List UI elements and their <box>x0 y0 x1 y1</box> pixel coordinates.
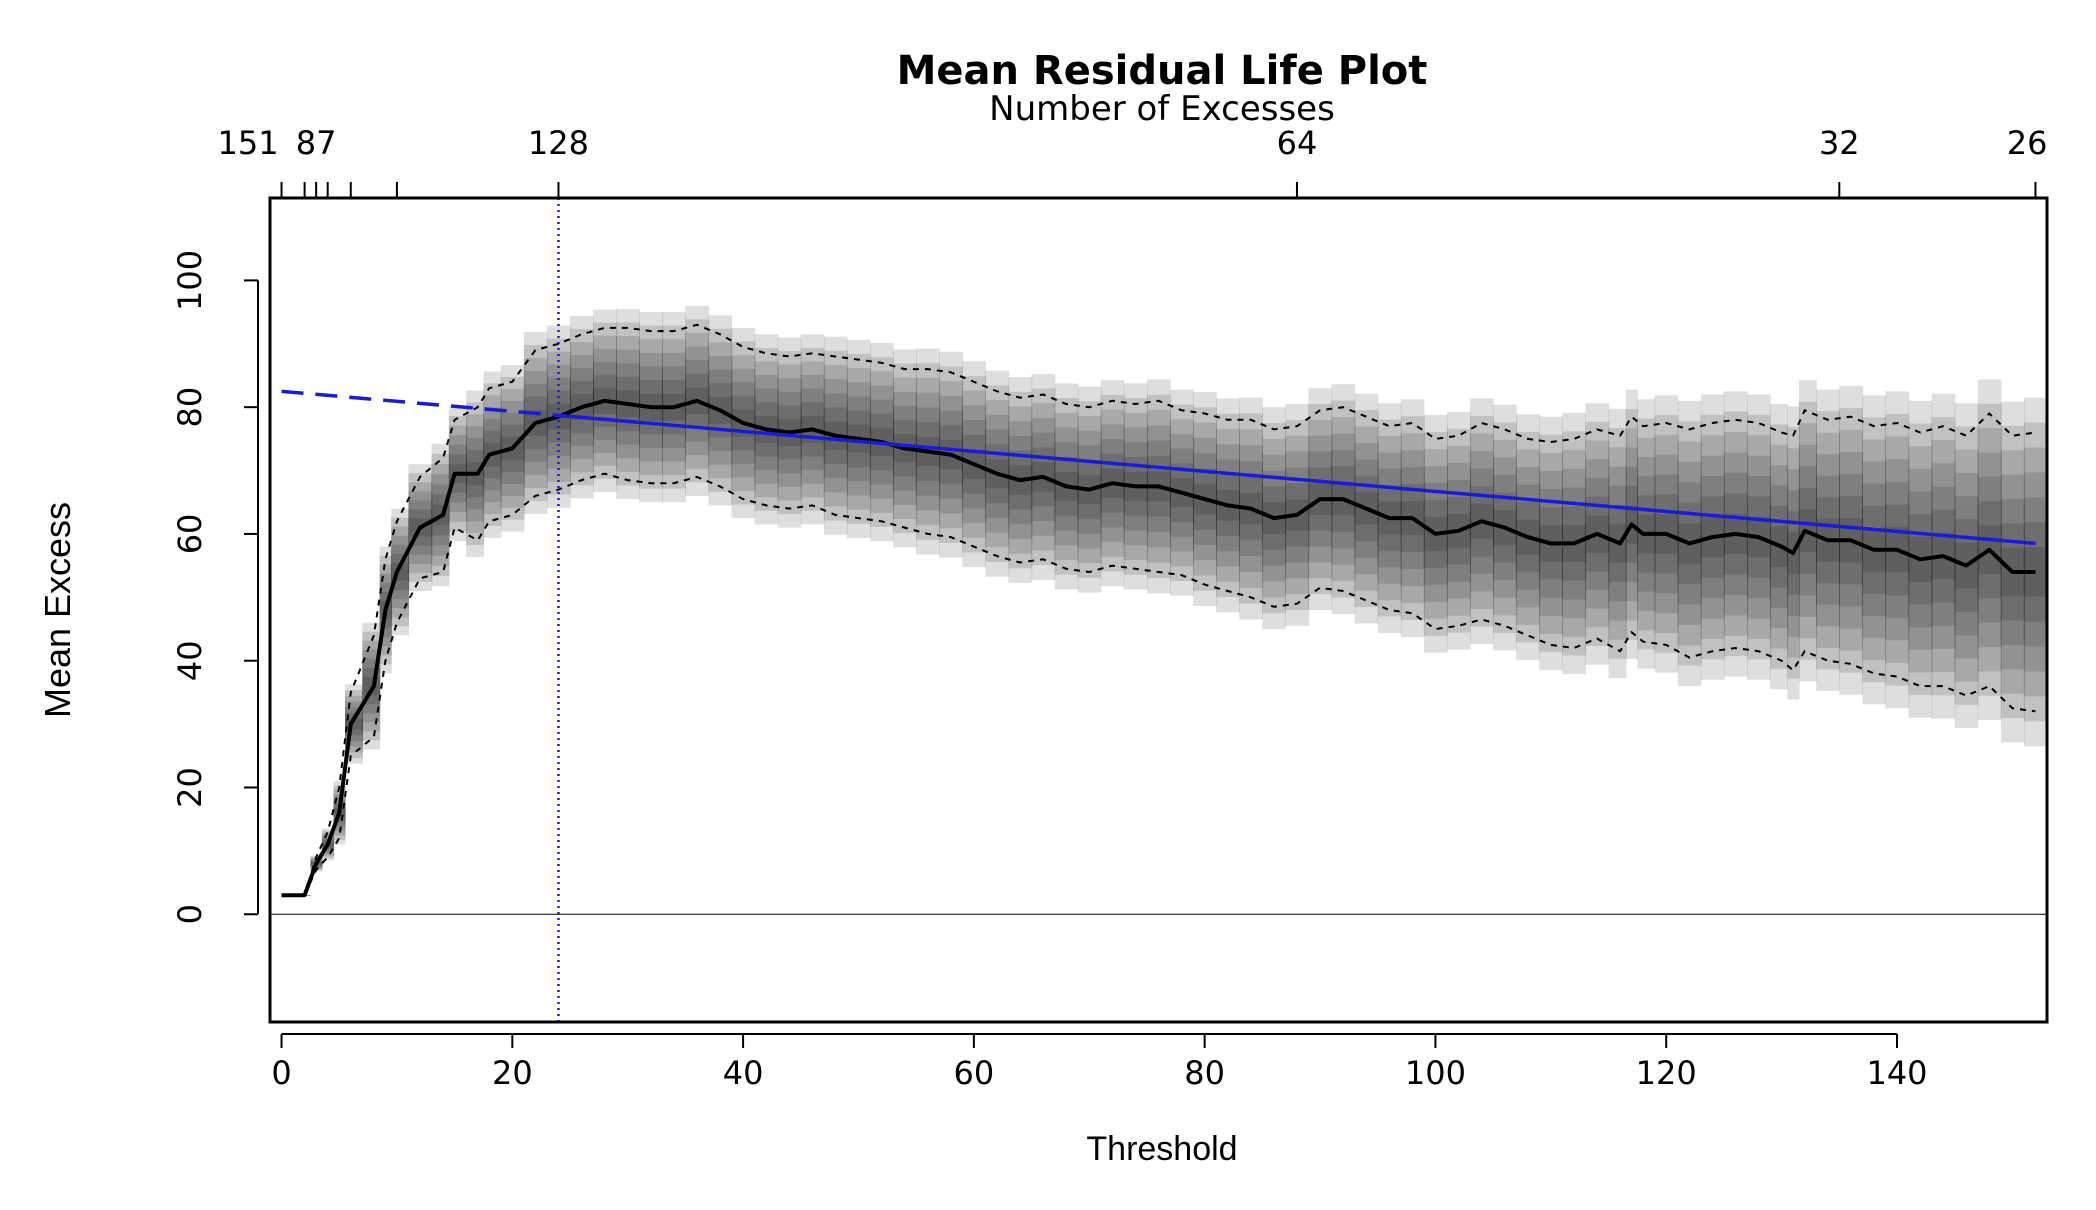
y-tick-label: 20 <box>171 767 209 808</box>
upper-bound-line <box>281 323 2036 897</box>
band-strip <box>345 718 363 730</box>
top-tick-label: 151 <box>218 124 279 162</box>
top-tick-label: 26 <box>2007 124 2048 162</box>
plot-lines <box>270 198 2047 1022</box>
x-tick-label: 80 <box>1184 1054 1225 1092</box>
band-strip <box>391 508 410 636</box>
x-axis: 0 20 40 60 80 100 120 140 <box>271 1033 1928 1092</box>
band-strip <box>391 526 410 618</box>
x-tick-label: 60 <box>954 1054 995 1092</box>
x-tick-label: 100 <box>1405 1054 1466 1092</box>
band-strip <box>362 631 381 741</box>
x-axis-label: Threshold <box>1086 1130 1237 1168</box>
top-tick-label: 87 <box>296 124 337 162</box>
x-tick-label: 140 <box>1866 1054 1927 1092</box>
top-tick-label: 128 <box>528 124 589 162</box>
confidence-shading <box>281 305 2047 896</box>
x-tick-label: 120 <box>1636 1054 1697 1092</box>
chart-title: Mean Residual Life Plot <box>897 48 1428 94</box>
y-tick-label: 0 <box>171 904 209 924</box>
top-tick-label: 64 <box>1277 124 1318 162</box>
fit-line-extrapolated <box>281 389 559 418</box>
lower-bound-line <box>281 472 2036 897</box>
x-tick-label: 0 <box>271 1054 291 1092</box>
y-tick-label: 40 <box>171 640 209 681</box>
x-tick-label: 40 <box>723 1054 764 1092</box>
y-axis-label: Mean Excess <box>37 502 78 718</box>
fit-line <box>558 413 2036 546</box>
top-tick-label: 32 <box>1819 124 1860 162</box>
top-axis: 151 87 128 64 32 26 <box>218 124 2048 199</box>
y-tick-label: 80 <box>171 387 209 428</box>
y-tick-label: 60 <box>171 514 209 555</box>
top-axis-label: Number of Excesses <box>989 89 1335 129</box>
band-strip <box>391 517 410 627</box>
y-axis: 0 20 40 60 80 100 <box>171 250 259 924</box>
y-tick-label: 100 <box>171 250 209 311</box>
band-strip <box>362 622 381 750</box>
x-tick-label: 20 <box>492 1054 533 1092</box>
mean-excess-line <box>281 398 2036 898</box>
